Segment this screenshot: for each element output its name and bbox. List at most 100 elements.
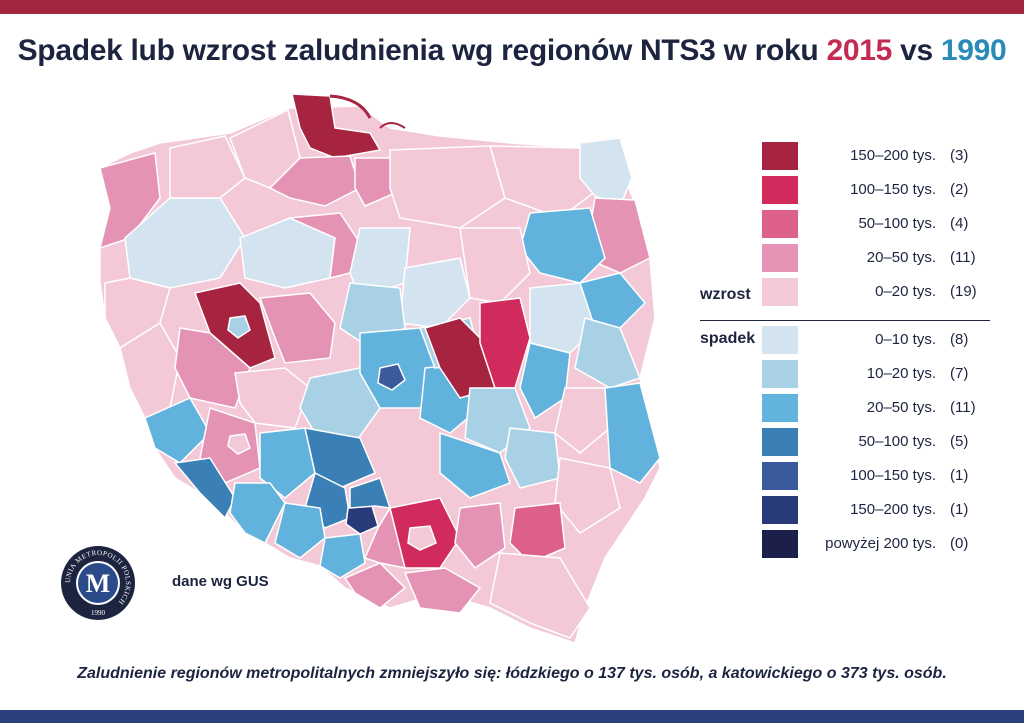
- legend-range-7: 20–50 tys.: [866, 399, 936, 416]
- legend-count-0: (3): [950, 147, 969, 164]
- legend-item-4: 0–20 tys. (19): [700, 276, 1000, 306]
- legend-count-1: (2): [950, 181, 969, 198]
- legend-range-11: powyżej 200 tys.: [825, 535, 936, 552]
- legend-count-4: (19): [950, 283, 977, 300]
- legend-swatch-11: [762, 530, 798, 558]
- legend-count-5: (8): [950, 331, 969, 348]
- map-region-opole: [259, 427, 316, 499]
- legend-count-7: (11): [950, 399, 976, 416]
- legend-range-2: 50–100 tys.: [858, 215, 936, 232]
- logo-letter: M: [86, 569, 111, 598]
- legend-swatch-6: [762, 360, 798, 388]
- legend-range-0: 150–200 tys.: [850, 147, 936, 164]
- map-region-legnica: [144, 397, 211, 464]
- legend-item-1: 100–150 tys. (2): [700, 174, 1000, 204]
- legend-item-8: 50–100 tys. (5): [700, 426, 1000, 456]
- legend-range-9: 100–150 tys.: [850, 467, 936, 484]
- map-region-sosnowiec: [349, 477, 392, 509]
- map-region-nysa: [229, 482, 286, 545]
- map-region-chelm: [604, 382, 661, 484]
- map-region-bielsko: [343, 562, 407, 609]
- legend-item-10: 150–200 tys. (1): [700, 494, 1000, 524]
- map-region-gdansk-south: [268, 155, 361, 207]
- title-year-2015: 2015: [826, 34, 893, 67]
- top-accent-bar: [0, 0, 1024, 14]
- map-region-leszno: [174, 327, 251, 409]
- legend-range-3: 20–50 tys.: [866, 249, 936, 266]
- bottom-accent-bar: [0, 710, 1024, 723]
- map-region-tarnow: [454, 502, 506, 570]
- legend-range-8: 50–100 tys.: [858, 433, 936, 450]
- map-hel-tip: [379, 122, 406, 129]
- legend-swatch-2: [762, 210, 798, 238]
- map-region-lodz: [377, 363, 406, 391]
- map-region-gliwice: [274, 502, 326, 559]
- map-hel-peninsula: [329, 94, 372, 119]
- legend-count-6: (7): [950, 365, 969, 382]
- legend-count-3: (11): [950, 249, 976, 266]
- poland-nts3-map: [98, 93, 661, 644]
- map-region-oswiecim: [363, 506, 407, 569]
- legend-item-6: 10–20 tys. (7): [700, 358, 1000, 388]
- map-region-pulawy: [519, 342, 571, 420]
- map-region-rzeszow: [509, 502, 566, 564]
- page-title: Spadek lub wzrost zaludnienia wg regionó…: [0, 34, 1024, 68]
- map-region-nowy-sacz: [403, 567, 482, 614]
- map-region-czestochowa: [304, 427, 376, 489]
- legend: 150–200 tys. (3) 100–150 tys. (2) 50–100 t…: [700, 140, 1000, 570]
- legend-count-10: (1): [950, 501, 969, 518]
- map-region-biala-podlaska: [574, 317, 641, 389]
- map-region-trojmiasto: [291, 93, 382, 159]
- map-region-krakow-city: [407, 525, 437, 551]
- legend-swatch-1: [762, 176, 798, 204]
- legend-count-9: (1): [950, 467, 969, 484]
- legend-swatch-10: [762, 496, 798, 524]
- map-region-rybnik: [319, 533, 366, 579]
- map-region-wroclaw-city: [227, 433, 251, 455]
- legend-swatch-4: [762, 278, 798, 306]
- legend-item-3: 20–50 tys. (11): [700, 242, 1000, 272]
- map-region-koszalin: [169, 135, 246, 199]
- legend-count-8: (5): [950, 433, 969, 450]
- title-year-1990: 1990: [940, 34, 1007, 67]
- map-region-starogard: [354, 157, 396, 207]
- map-region-krosno: [489, 552, 591, 639]
- map-region-poznan-city: [227, 315, 251, 339]
- logo-inner-ring: [78, 563, 118, 603]
- legend-range-4: 0–20 tys.: [875, 283, 936, 300]
- legend-swatch-8: [762, 428, 798, 456]
- legend-growth-label: wzrost: [700, 286, 751, 303]
- legend-swatch-0: [762, 142, 798, 170]
- legend-range-5: 0–10 tys.: [875, 331, 936, 348]
- map-region-sandomierz: [504, 427, 561, 489]
- unia-metropolii-logo: UNIA METROPOLII POLSKICH M 1990: [61, 546, 135, 620]
- legend-item-9: 100–150 tys. (1): [700, 460, 1000, 490]
- legend-item-2: 50–100 tys. (4): [700, 208, 1000, 238]
- map-region-konin: [258, 292, 336, 364]
- legend-item-0: 150–200 tys. (3): [700, 140, 1000, 170]
- legend-item-11: powyżej 200 tys. (0): [700, 528, 1000, 558]
- title-text: Spadek lub wzrost zaludnienia wg regionó…: [17, 34, 827, 67]
- logo-year: 1990: [91, 609, 106, 617]
- legend-swatch-7: [762, 394, 798, 422]
- legend-range-10: 150–200 tys.: [850, 501, 936, 518]
- legend-swatch-5: [762, 326, 798, 354]
- map-region-ostroleka: [459, 227, 531, 304]
- map-region-walbrzych: [173, 457, 236, 520]
- map-region-elk: [488, 145, 601, 219]
- map-region-kielce: [439, 431, 511, 499]
- map-region-lublin: [554, 387, 611, 454]
- map-region-zamosc: [554, 457, 621, 534]
- footer-note: Zaludnienie regionów metropolitalnych zm…: [77, 665, 947, 682]
- legend-item-7: 20–50 tys. (11): [700, 392, 1000, 422]
- data-source-note: dane wg GUS: [172, 573, 269, 590]
- map-region-kalisz: [234, 367, 311, 429]
- legend-count-2: (4): [950, 215, 969, 232]
- legend-count-11: (0): [950, 535, 969, 552]
- legend-swatch-3: [762, 244, 798, 272]
- legend-decline-label: spadek: [700, 330, 756, 347]
- legend-swatch-9: [762, 462, 798, 490]
- legend-range-6: 10–20 tys.: [866, 365, 936, 382]
- title-vs: vs: [892, 34, 941, 67]
- legend-item-5: 0–10 tys. (8): [700, 324, 1000, 354]
